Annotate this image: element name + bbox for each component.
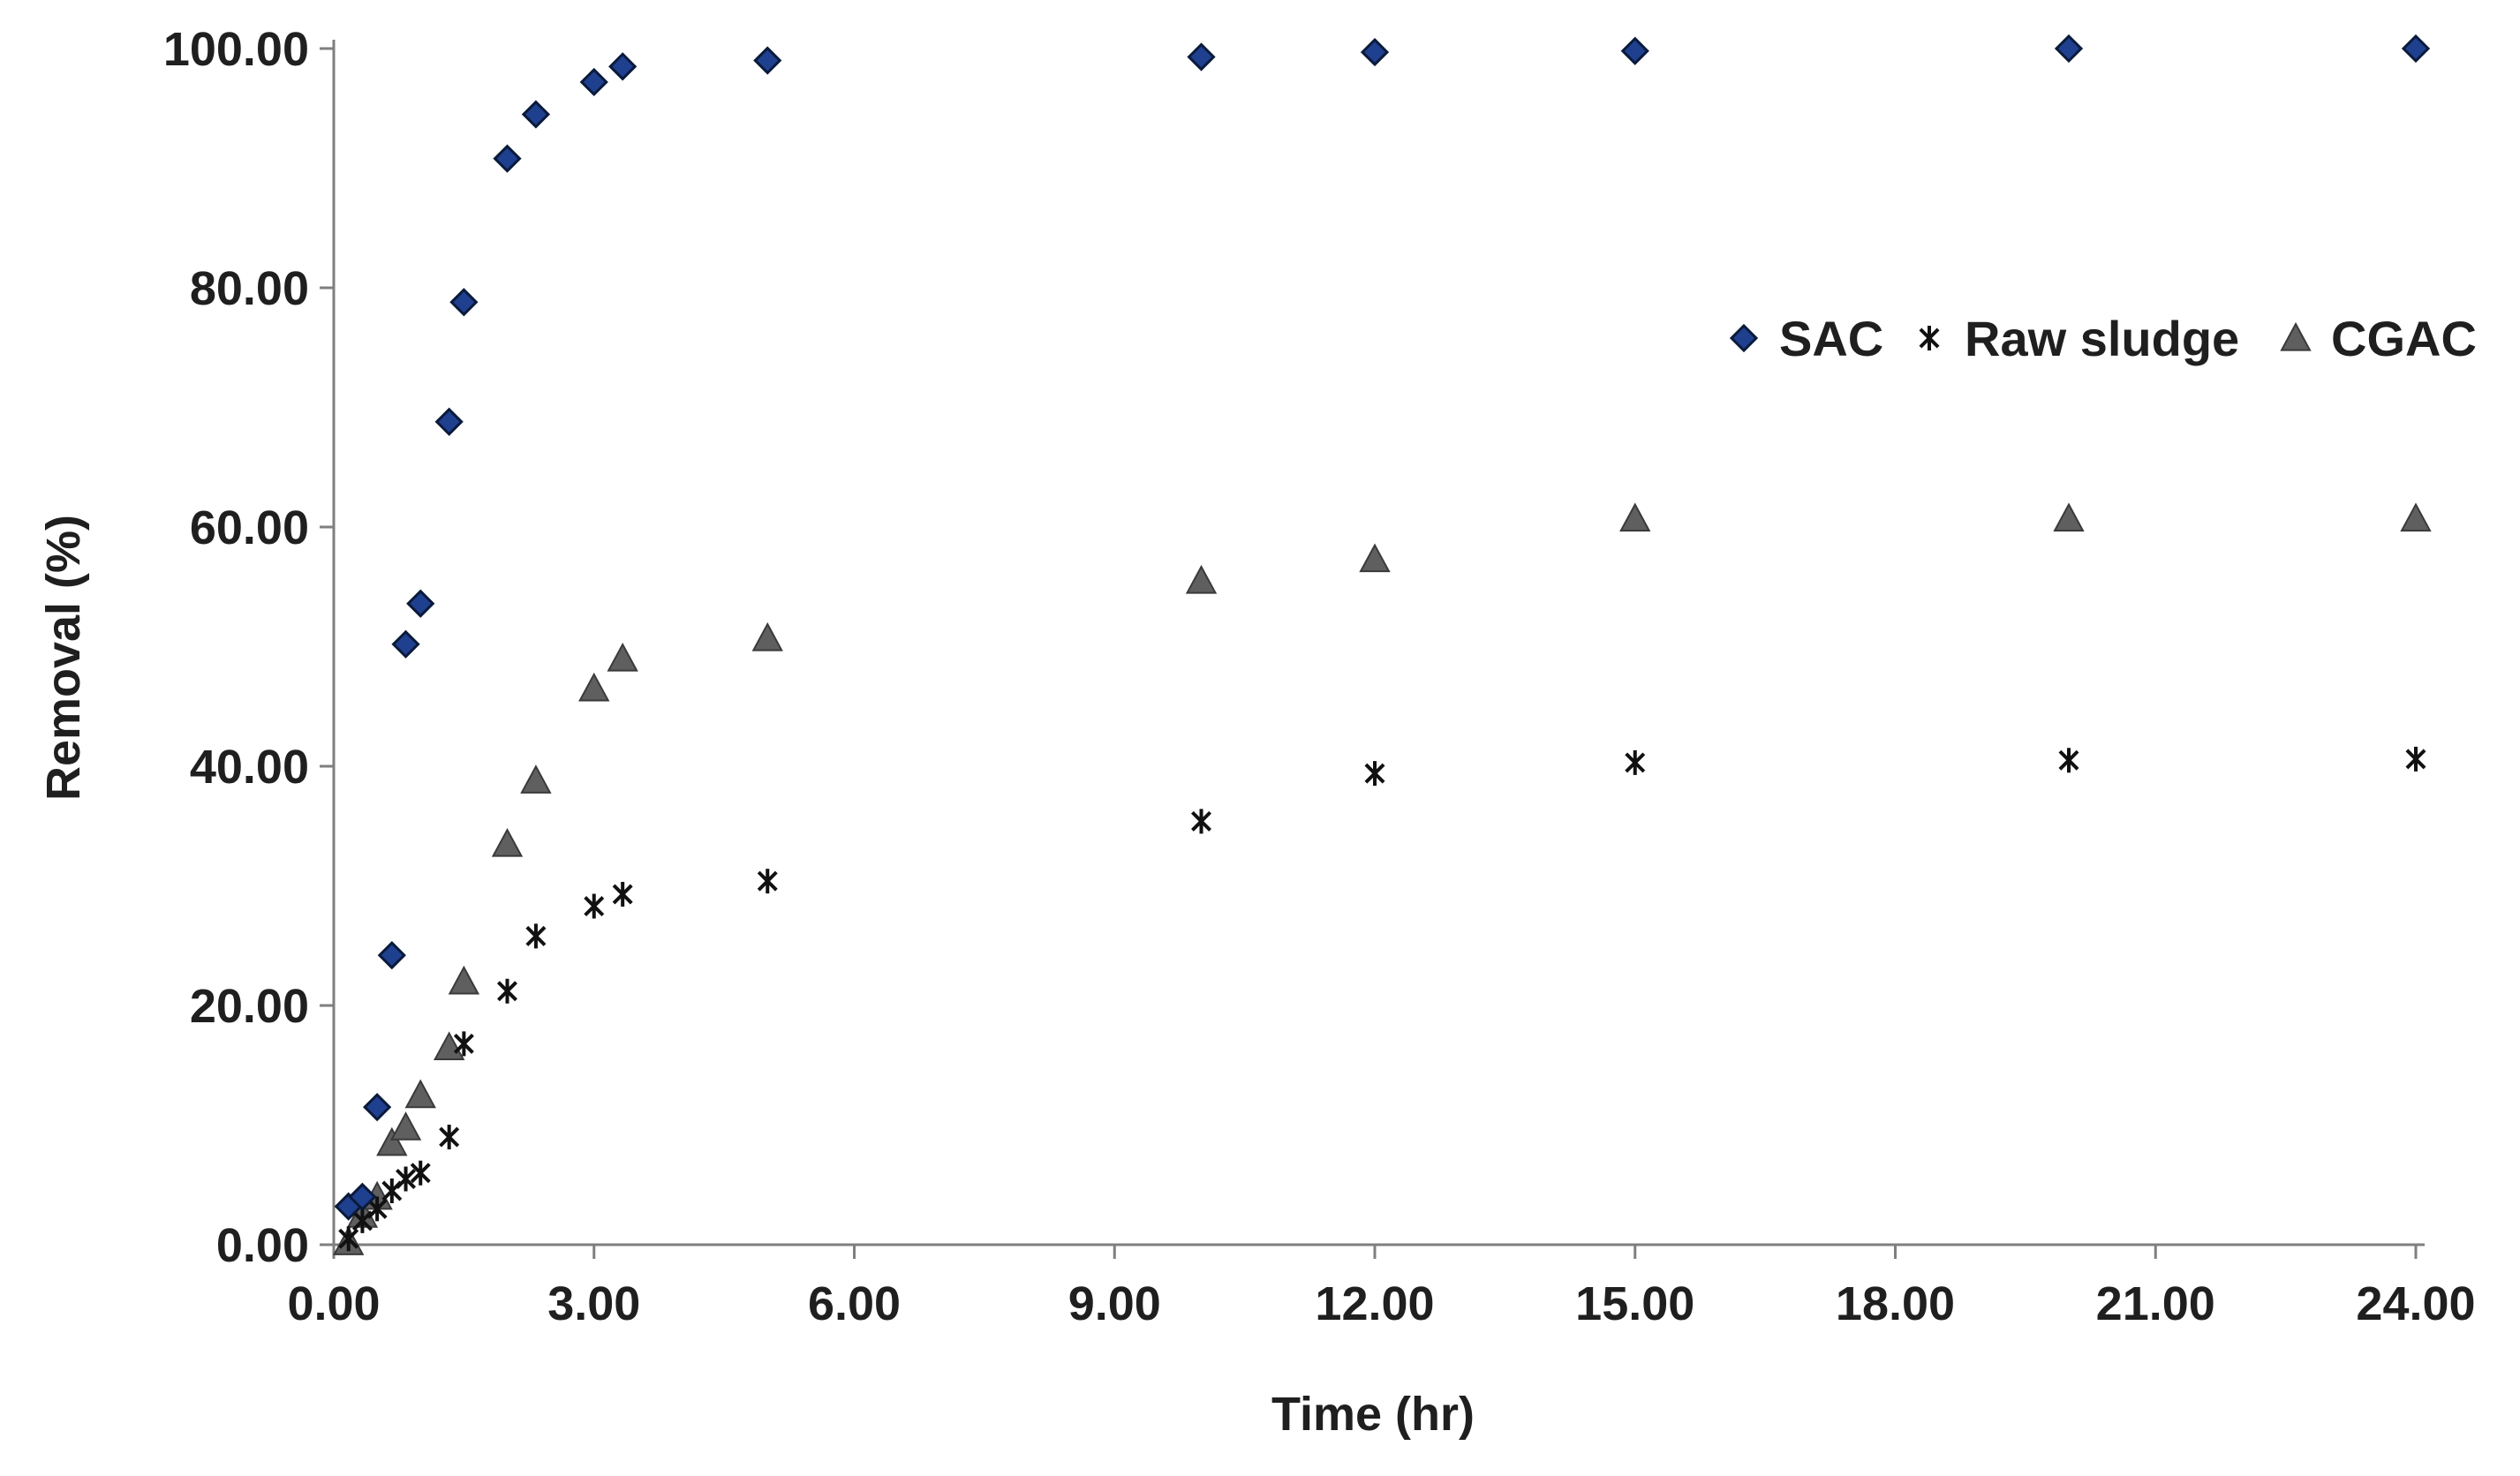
data-point: [497, 978, 517, 1004]
series-raw-sludge: [338, 746, 2426, 1252]
data-point: [366, 1196, 388, 1222]
legend-item: CGAC: [2280, 311, 2477, 366]
legend-marker: [1919, 326, 1940, 350]
legend: SAC Raw sludge CGAC: [1729, 311, 2477, 366]
data-point: [363, 1093, 392, 1122]
data-point: [404, 1079, 436, 1109]
y-tick-label: 60.00: [190, 501, 309, 554]
data-point: [493, 144, 522, 173]
data-point: [525, 923, 547, 949]
data-point: [376, 1126, 408, 1156]
x-axis-title: Time (hr): [1271, 1388, 1475, 1441]
data-point: [607, 642, 638, 672]
legend-label: CGAC: [2331, 311, 2477, 366]
x-axis-ticks: 0.00 3.00 6.00 9.00 12.00 15.00 18.00 21.00 24.0…: [287, 1245, 2476, 1330]
data-point: [351, 1208, 373, 1233]
data-point: [1360, 37, 1390, 67]
data-point: [406, 589, 435, 618]
data-point: [1364, 761, 1385, 787]
data-point: [439, 1125, 460, 1150]
legend-item: SAC: [1729, 311, 1883, 366]
series-sac: [334, 34, 2431, 1221]
data-point: [578, 672, 610, 702]
y-tick-label: 40.00: [190, 741, 309, 794]
data-point: [377, 940, 406, 970]
y-axis-title: Removal (%): [37, 515, 90, 801]
data-point: [584, 893, 605, 919]
data-point: [1191, 809, 1211, 834]
data-point: [1620, 36, 1649, 65]
data-point: [1619, 502, 1651, 532]
y-tick-label: 100.00: [163, 23, 309, 76]
data-point: [1625, 749, 1646, 775]
x-tick-label: 9.00: [1068, 1277, 1161, 1330]
data-point: [2054, 34, 2084, 64]
data-point: [453, 1031, 474, 1057]
data-point: [757, 869, 778, 894]
data-point: [1187, 42, 1216, 72]
data-point: [396, 1166, 417, 1192]
legend-item: Raw sludge: [1919, 311, 2239, 366]
data-point: [389, 1111, 422, 1141]
x-tick-label: 24.00: [2356, 1277, 2475, 1330]
legend-label: SAC: [1779, 311, 1883, 366]
data-point: [751, 621, 783, 651]
data-point: [2405, 746, 2426, 772]
data-point: [2401, 34, 2431, 64]
data-point: [448, 965, 480, 995]
data-point: [612, 881, 633, 907]
data-point: [753, 46, 782, 75]
data-point: [491, 827, 524, 857]
x-tick-label: 21.00: [2096, 1277, 2215, 1330]
x-tick-label: 15.00: [1575, 1277, 1694, 1330]
data-point: [410, 1160, 431, 1186]
data-point: [1185, 564, 1218, 594]
x-tick-label: 0.00: [287, 1277, 380, 1330]
axes: [332, 40, 2425, 1246]
x-tick-label: 18.00: [1836, 1277, 1955, 1330]
data-point: [381, 1179, 403, 1204]
data-point: [2053, 502, 2085, 532]
legend-marker: [1729, 323, 1759, 353]
data-point: [579, 67, 608, 97]
x-tick-label: 3.00: [547, 1277, 640, 1330]
y-tick-label: 0.00: [216, 1219, 309, 1272]
legend-label: Raw sludge: [1965, 311, 2239, 366]
series-cgac: [333, 502, 2432, 1255]
data-point: [338, 1226, 359, 1252]
y-tick-label: 20.00: [190, 980, 309, 1033]
data-point: [348, 1182, 377, 1211]
x-tick-label: 12.00: [1315, 1277, 1434, 1330]
data-point: [434, 407, 464, 436]
data-point: [608, 52, 638, 81]
data-point: [521, 100, 551, 129]
data-points: [333, 34, 2432, 1255]
data-point: [520, 764, 552, 794]
y-tick-label: 80.00: [190, 262, 309, 315]
x-tick-label: 6.00: [808, 1277, 901, 1330]
data-point: [2058, 748, 2079, 773]
y-axis-ticks: 0.00 20.00 40.00 60.00 80.00 100.00: [163, 23, 334, 1272]
data-point: [1359, 543, 1391, 573]
data-point: [449, 288, 479, 317]
data-point: [391, 629, 420, 659]
legend-marker: [2280, 321, 2312, 351]
data-point: [2400, 502, 2432, 532]
